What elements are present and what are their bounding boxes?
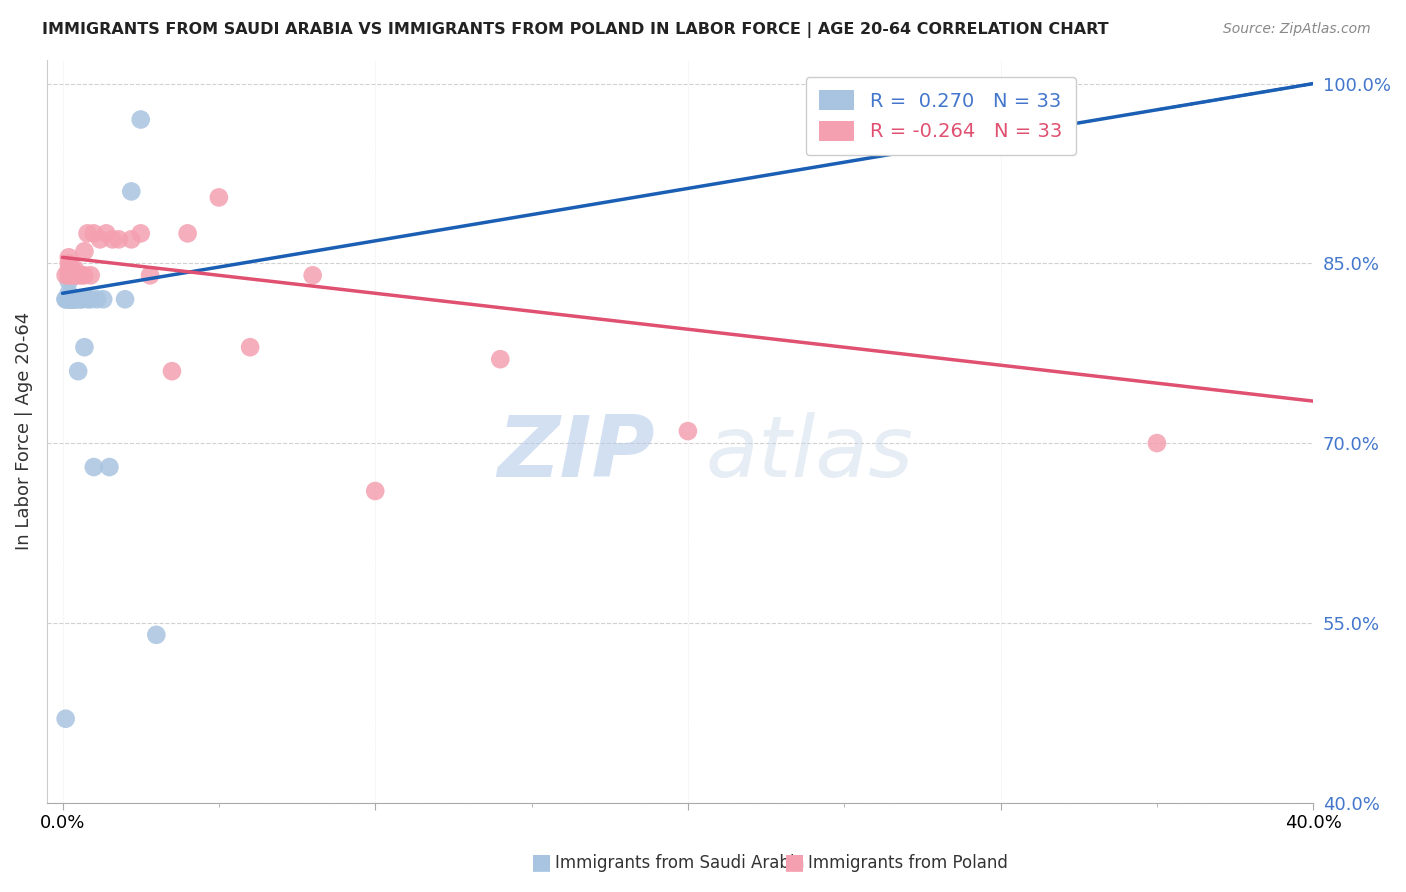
- Point: [176, 227, 198, 241]
- Y-axis label: In Labor Force | Age 20-64: In Labor Force | Age 20-64: [15, 312, 32, 550]
- Point: [63, 293, 86, 307]
- Point: [63, 293, 86, 307]
- Point: [67, 293, 90, 307]
- Point: [73, 340, 96, 354]
- Point: [55, 268, 77, 283]
- Point: [76, 227, 98, 241]
- Point: [145, 628, 167, 642]
- Point: [160, 364, 183, 378]
- Text: ■: ■: [531, 853, 551, 872]
- Point: [60, 268, 83, 283]
- Point: [60, 293, 83, 307]
- Point: [91, 293, 114, 307]
- Point: [1146, 436, 1168, 450]
- Legend: R =  0.270   N = 33, R = -0.264   N = 33: R = 0.270 N = 33, R = -0.264 N = 33: [806, 77, 1076, 154]
- Point: [108, 232, 131, 246]
- Point: [489, 352, 512, 367]
- Point: [70, 293, 93, 307]
- Point: [73, 244, 96, 259]
- Point: [60, 293, 83, 307]
- Point: [120, 185, 142, 199]
- Point: [63, 268, 86, 283]
- Point: [208, 190, 231, 204]
- Text: Immigrants from Poland: Immigrants from Poland: [808, 855, 1008, 872]
- Point: [83, 227, 105, 241]
- Point: [301, 268, 323, 283]
- Point: [83, 460, 105, 475]
- Point: [364, 483, 387, 498]
- Point: [60, 293, 83, 307]
- Point: [79, 268, 101, 283]
- Point: [120, 232, 142, 246]
- Point: [60, 268, 83, 283]
- Point: [60, 293, 83, 307]
- Point: [129, 112, 152, 127]
- Point: [86, 293, 108, 307]
- Point: [55, 712, 77, 726]
- Point: [58, 256, 80, 270]
- Text: ■: ■: [785, 853, 804, 872]
- Point: [60, 293, 83, 307]
- Point: [67, 268, 90, 283]
- Point: [76, 293, 98, 307]
- Point: [70, 293, 93, 307]
- Point: [67, 364, 90, 378]
- Point: [60, 293, 83, 307]
- Point: [676, 424, 699, 438]
- Point: [114, 293, 136, 307]
- Text: ZIP: ZIP: [498, 412, 655, 495]
- Point: [60, 293, 83, 307]
- Point: [60, 262, 83, 277]
- Point: [58, 293, 80, 307]
- Point: [58, 274, 80, 288]
- Point: [58, 293, 80, 307]
- Point: [63, 293, 86, 307]
- Point: [73, 268, 96, 283]
- Text: Source: ZipAtlas.com: Source: ZipAtlas.com: [1223, 22, 1371, 37]
- Point: [63, 262, 86, 277]
- Point: [58, 262, 80, 277]
- Point: [98, 460, 121, 475]
- Point: [239, 340, 262, 354]
- Point: [55, 293, 77, 307]
- Point: [58, 268, 80, 283]
- Text: atlas: atlas: [706, 412, 914, 495]
- Point: [70, 268, 93, 283]
- Point: [58, 250, 80, 264]
- Point: [58, 293, 80, 307]
- Point: [139, 268, 162, 283]
- Point: [101, 232, 124, 246]
- Point: [79, 293, 101, 307]
- Point: [129, 227, 152, 241]
- Point: [96, 227, 118, 241]
- Text: IMMIGRANTS FROM SAUDI ARABIA VS IMMIGRANTS FROM POLAND IN LABOR FORCE | AGE 20-6: IMMIGRANTS FROM SAUDI ARABIA VS IMMIGRAN…: [42, 22, 1109, 38]
- Point: [58, 286, 80, 301]
- Text: Immigrants from Saudi Arabia: Immigrants from Saudi Arabia: [555, 855, 806, 872]
- Point: [55, 293, 77, 307]
- Point: [89, 232, 111, 246]
